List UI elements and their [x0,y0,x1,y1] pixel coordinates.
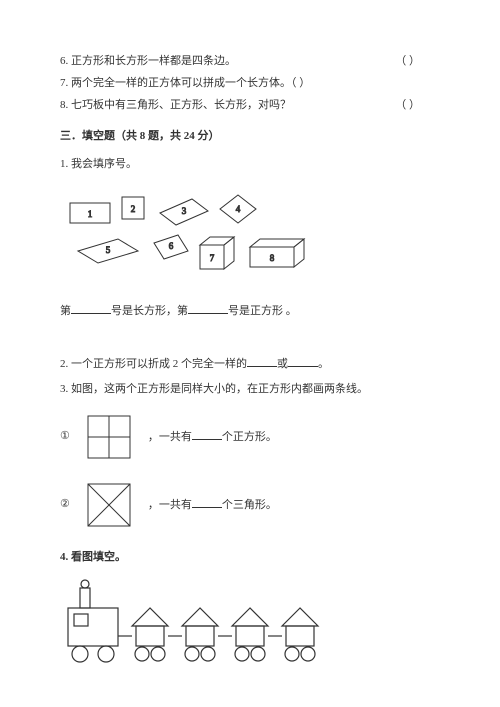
blank-5 [192,427,222,440]
q3-1-text: ，一共有个正方形。 [148,427,277,448]
q3-fig-1: ① ，一共有个正方形。 [60,412,440,462]
svg-text:8: 8 [270,253,275,263]
q3-fig-2: ② ，一共有个三角形。 [60,480,440,530]
blank-3 [247,354,277,367]
shapes-figure: 1 2 3 4 5 6 7 8 [60,185,440,285]
section-3-title: 三．填空题（共 8 题，共 24 分） [60,127,440,147]
s3-q2: 2. 一个正方形可以折成 2 个完全一样的 或 。 [60,354,440,375]
q2-a: 2. 一个正方形可以折成 2 个完全一样的 [60,358,247,370]
blank-1 [71,301,111,314]
q8-paren: （ ） [395,96,420,116]
svg-text:5: 5 [106,245,111,255]
circ-1: ① [60,427,70,447]
svg-text:6: 6 [169,241,174,251]
question-7: 7. 两个完全一样的正方体可以拼成一个长方体。（ ） [60,74,440,94]
q2-b: 或 [277,358,288,370]
svg-text:3: 3 [182,206,187,216]
q6-paren: （ ） [395,52,420,72]
train-figure [60,578,440,668]
q7-text: 7. 两个完全一样的正方体可以拼成一个长方体。（ ） [60,77,310,89]
s3-q1-fill: 第 号是长方形，第 号是正方形 。 [60,301,440,322]
circ-2: ② [60,495,70,515]
blank-6 [192,495,222,508]
s3-q1: 1. 我会填序号。 [60,155,440,175]
square-cross-icon [84,412,134,462]
question-8: 8. 七巧板中有三角形、正方形、长方形，对吗？ （ ） [60,96,440,116]
square-diag-icon [84,480,134,530]
svg-text:4: 4 [236,204,241,214]
blank-4 [288,354,318,367]
q8-text: 8. 七巧板中有三角形、正方形、长方形，对吗？ [60,99,291,111]
q3-2-text: ，一共有个三角形。 [148,495,277,516]
fill-a: 第 [60,305,71,317]
s3-q3: 3. 如图，这两个正方形是同样大小的，在正方形内都画两条线。 [60,380,440,400]
svg-text:2: 2 [131,204,136,214]
q2-c: 。 [318,358,329,370]
q6-text: 6. 正方形和长方形一样都是四条边。 [60,55,236,67]
blank-2 [188,301,228,314]
svg-text:1: 1 [88,209,93,219]
svg-text:7: 7 [210,253,215,263]
fill-b: 号是长方形，第 [111,305,188,317]
s3-q4: 4. 看图填空。 [60,548,440,568]
fill-c: 号是正方形 。 [228,305,297,317]
question-6: 6. 正方形和长方形一样都是四条边。 （ ） [60,52,440,72]
